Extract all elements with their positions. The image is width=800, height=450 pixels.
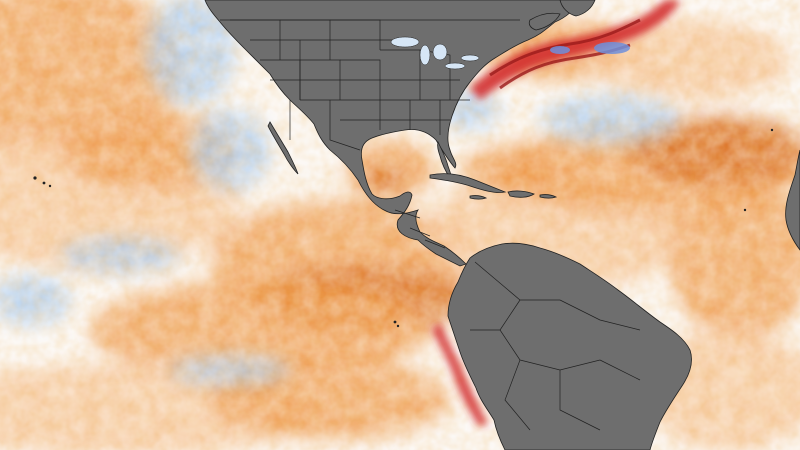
political-borders bbox=[220, 19, 641, 431]
land-masses bbox=[204, 0, 800, 450]
peru-coast-hot-anomaly bbox=[432, 322, 488, 425]
baja-california-landmass bbox=[267, 121, 299, 175]
nova-scotia-landmass bbox=[528, 12, 561, 31]
africa-edge bbox=[785, 149, 800, 251]
greenland-edge bbox=[559, 0, 596, 17]
jamaica-island bbox=[469, 195, 488, 200]
puerto-rico-island bbox=[539, 194, 558, 199]
south-america-landmass bbox=[447, 242, 692, 450]
great-lakes bbox=[390, 36, 480, 70]
cuba-island bbox=[429, 173, 507, 193]
pacific-islets bbox=[33, 128, 774, 328]
hispaniola-island bbox=[507, 190, 535, 198]
north-america-landmass bbox=[204, 0, 581, 267]
gulf-stream-hot-anomaly bbox=[470, 0, 680, 100]
